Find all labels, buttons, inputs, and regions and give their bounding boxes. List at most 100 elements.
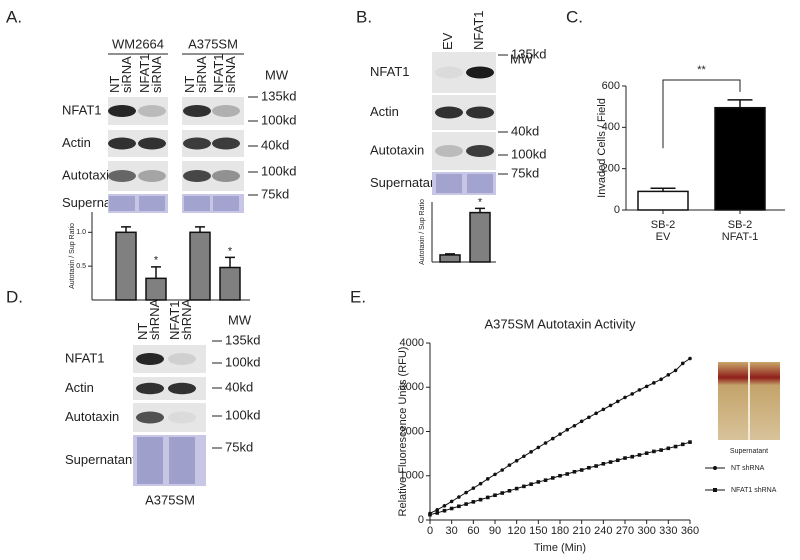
point <box>587 415 591 420</box>
blot-band <box>138 137 166 150</box>
y-tick-label: 4000 <box>400 337 424 349</box>
blot-band <box>435 145 463 157</box>
group-label: A375SM <box>188 36 238 51</box>
blot-band <box>138 105 166 117</box>
error-bar <box>225 256 235 268</box>
bar <box>714 106 766 211</box>
point <box>572 469 577 474</box>
significance: * <box>228 245 233 257</box>
mw-marker: 40kd <box>511 123 539 138</box>
mw-marker: 40kd <box>261 137 289 152</box>
point <box>529 450 533 454</box>
point <box>637 453 642 457</box>
point <box>652 449 656 454</box>
point <box>673 444 678 449</box>
blot-band <box>137 437 163 484</box>
blot-band <box>168 382 196 395</box>
point <box>522 484 526 489</box>
mw-marker: 75kd <box>511 165 539 180</box>
text-line: siRNA <box>194 56 209 93</box>
point <box>565 427 570 432</box>
mw-label: MW <box>228 312 252 327</box>
text-line: NT <box>182 76 197 93</box>
point <box>449 499 454 504</box>
point <box>471 486 476 490</box>
y-tick-label: 600 <box>602 80 620 92</box>
point <box>623 456 627 460</box>
row-label: NFAT1 <box>370 64 410 79</box>
text-line: shRNA <box>147 298 162 340</box>
row-label: NFAT1 <box>65 350 105 365</box>
blot-band <box>184 196 210 211</box>
blot-strip <box>108 194 168 213</box>
point <box>428 512 432 517</box>
group-label: WM2664 <box>112 36 164 51</box>
mw-marker: 100kd <box>225 407 260 422</box>
y-axis-label: Autotaxin / Sup Ratio <box>69 223 76 289</box>
blot-band <box>136 353 164 365</box>
point <box>594 464 598 468</box>
blot-band <box>212 170 240 182</box>
row-label: Autotaxin <box>65 409 119 424</box>
blot-band <box>168 411 196 424</box>
row-label: Supernatant <box>370 175 441 190</box>
blot-band <box>213 196 239 211</box>
significance: * <box>478 196 483 208</box>
point <box>485 477 490 481</box>
point <box>464 502 468 506</box>
blot-band <box>435 106 463 119</box>
point <box>587 465 591 470</box>
text-line: NFAT1 <box>211 54 226 94</box>
x-tick-label: 270 <box>616 525 634 537</box>
point <box>514 486 519 491</box>
lane-label: EV <box>440 32 455 50</box>
blot-band <box>108 105 136 117</box>
point <box>449 506 454 511</box>
point <box>471 500 476 504</box>
x-tick-label: 360 <box>681 525 699 537</box>
blot-band <box>108 170 136 182</box>
point <box>608 460 613 464</box>
point <box>493 493 497 498</box>
x-tick-label: 120 <box>507 525 525 537</box>
legend-marker <box>713 466 717 470</box>
point <box>457 495 461 499</box>
point <box>500 468 505 472</box>
point <box>615 399 620 404</box>
point <box>558 473 562 478</box>
point <box>514 458 519 463</box>
point <box>644 451 649 455</box>
point <box>558 432 562 436</box>
point <box>543 478 548 482</box>
point <box>579 468 584 472</box>
point <box>572 423 577 428</box>
row-label: Autotaxin <box>370 142 424 157</box>
blot-band <box>466 106 494 119</box>
significance-bracket <box>662 79 741 149</box>
y-tick-label: 200 <box>602 163 620 175</box>
text-line: EV <box>440 32 455 50</box>
bar <box>115 231 137 301</box>
mw-marker: 75kd <box>225 439 253 454</box>
point <box>601 462 606 466</box>
text-line: SB-2 <box>651 219 675 231</box>
point <box>673 368 678 373</box>
error-bar <box>445 253 455 255</box>
mw-label: MW <box>265 67 289 82</box>
text-line: NT <box>135 323 150 340</box>
blot-band <box>139 196 165 211</box>
point <box>478 481 483 486</box>
y-axis-label: Invaded Cells / Field <box>596 98 608 198</box>
mw-marker: 135kd <box>511 46 546 61</box>
blot-strip <box>182 194 244 213</box>
error-bar <box>151 266 161 279</box>
point <box>457 504 461 509</box>
panel-letter: A. <box>6 7 22 26</box>
x-tick-label: 210 <box>572 525 590 537</box>
y-tick-label: 400 <box>602 121 620 133</box>
blot-band <box>136 411 164 424</box>
point <box>435 511 440 515</box>
point <box>435 508 440 512</box>
y-tick-label: 0.5 <box>76 263 86 270</box>
blot-band <box>467 174 493 193</box>
